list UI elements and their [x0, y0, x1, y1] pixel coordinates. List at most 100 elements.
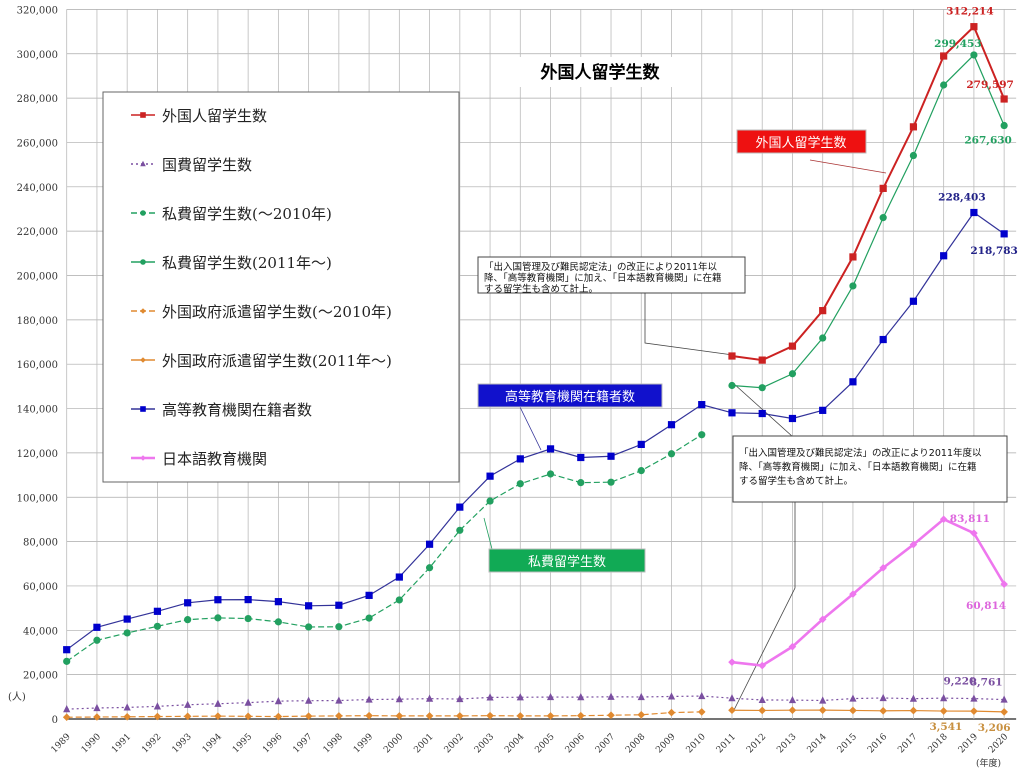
data-point [244, 698, 252, 706]
data-point [274, 697, 282, 705]
data-point [516, 480, 524, 488]
data-point [879, 564, 887, 572]
series-line [731, 24, 1006, 362]
y-tick-label: 320,000 [17, 5, 58, 16]
y-tick-label: 0 [52, 715, 58, 726]
data-point [123, 712, 131, 721]
data-point [758, 706, 767, 715]
x-tick-label: 2012 [745, 732, 768, 755]
data-point [728, 658, 736, 666]
series-0 [728, 23, 1008, 364]
data-point [395, 573, 403, 581]
data-point [970, 694, 978, 702]
svg-text:外国人留学生数: 外国人留学生数 [755, 135, 846, 151]
data-point [879, 335, 887, 344]
data-point [93, 623, 101, 631]
series-7 [728, 515, 1008, 670]
data-point [335, 712, 343, 720]
y-tick-label: 60,000 [23, 582, 58, 593]
data-point [909, 540, 918, 549]
data-point [214, 596, 222, 604]
data-point [305, 696, 313, 704]
data-point [456, 694, 464, 703]
data-point [667, 692, 676, 700]
series-line [731, 709, 1005, 713]
x-tick-label: 1993 [171, 732, 194, 755]
data-label: 83,811 [950, 513, 990, 525]
y-tick-label: 280,000 [17, 94, 58, 105]
x-tick-label: 2013 [775, 732, 798, 755]
data-point [63, 646, 71, 654]
data-point [940, 81, 948, 89]
data-point [909, 297, 918, 305]
total-callout-leader [809, 159, 887, 174]
legend-label: 私費留学生数(2011年～) [162, 254, 332, 272]
data-point [184, 599, 192, 607]
data-point [788, 642, 797, 651]
data-point [818, 706, 827, 714]
svg-text:「出入国管理及び難民認定法」の改正により2011年度以: 「出入国管理及び難民認定法」の改正により2011年度以 [739, 447, 982, 459]
data-point [818, 615, 827, 624]
data-point [456, 503, 464, 511]
legend-item: 国費留学生数 [131, 156, 252, 174]
data-point [123, 615, 131, 623]
x-tick-label: 2014 [806, 732, 829, 755]
y-tick-label: 200,000 [17, 272, 58, 283]
data-point [395, 712, 404, 720]
x-tick-label: 2007 [594, 732, 617, 755]
data-point [184, 616, 192, 624]
x-tick-label: 2009 [654, 732, 677, 755]
data-point [728, 694, 736, 702]
data-point [335, 696, 343, 704]
data-point [395, 596, 403, 604]
data-point [728, 352, 736, 360]
data-point [425, 564, 434, 572]
data-point [335, 601, 343, 609]
data-point [607, 452, 615, 460]
data-point [940, 694, 948, 702]
legend-label: 外国政府派遣留学生数(2011年～) [162, 352, 392, 370]
data-point [305, 623, 313, 631]
legend-item: 高等教育機関在籍者数 [131, 401, 312, 419]
data-point [849, 282, 857, 290]
legend-label: 国費留学生数 [162, 156, 252, 174]
data-point [849, 590, 857, 598]
data-label: 299,453 [934, 38, 982, 50]
data-point [140, 210, 146, 216]
series-2 [63, 431, 706, 665]
data-label: 218,783 [970, 245, 1018, 257]
data-point [486, 497, 494, 505]
data-point [637, 710, 646, 719]
data-point [970, 51, 978, 59]
x-tick-label: 2011 [715, 732, 738, 755]
data-point [214, 699, 222, 707]
data-point [140, 259, 146, 265]
data-point [970, 208, 978, 217]
data-point [153, 607, 162, 615]
data-point [637, 692, 645, 701]
data-point [425, 694, 434, 702]
data-point [183, 712, 192, 721]
series-5 [728, 706, 1008, 716]
data-point [516, 455, 524, 463]
y-tick-label: 40,000 [23, 626, 58, 637]
x-axis-ticks: 1989 1990 1991 1992 1993 1994 1995 1996 1997 1998… [50, 732, 1011, 755]
data-point [819, 696, 827, 704]
data-point [697, 708, 706, 716]
data-point [607, 711, 615, 720]
legend-label: 外国人留学生数 [162, 107, 267, 125]
legend-label: 私費留学生数(～2010年) [162, 205, 332, 223]
data-point [244, 595, 252, 604]
x-tick-label: 2017 [896, 732, 919, 755]
data-point [728, 409, 736, 417]
x-tick-label: 2001 [412, 732, 435, 755]
data-point [788, 370, 797, 378]
title-background [505, 57, 695, 87]
data-point [788, 414, 797, 423]
data-point [939, 707, 948, 715]
data-point [970, 707, 978, 715]
series-layer [62, 23, 1008, 722]
x-tick-label: 1995 [231, 732, 254, 755]
data-point [123, 629, 131, 637]
